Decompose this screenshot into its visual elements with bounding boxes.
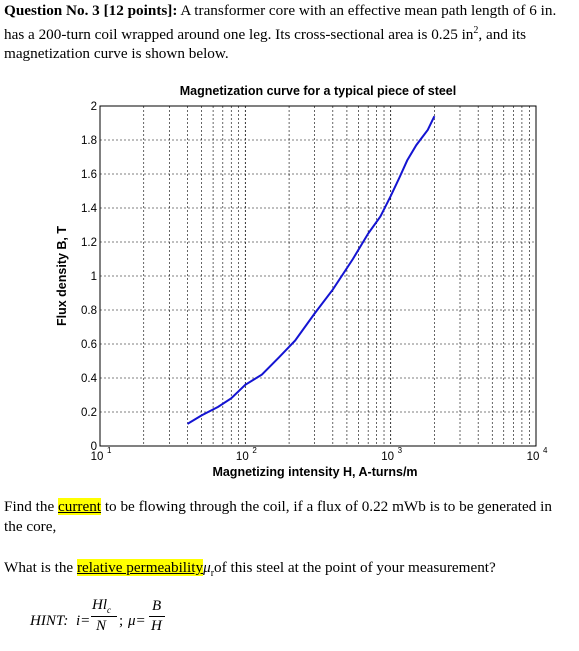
y-tick-label: 0 (91, 441, 97, 453)
y-tick-label: 1.6 (81, 169, 97, 181)
x-tick-label: 10 (527, 451, 540, 463)
highlight-current: current (58, 498, 102, 515)
x-tick-exponent: 1 (107, 446, 112, 455)
hint-denominator-h: H (151, 618, 162, 634)
question-text: A transformer core with an effective mea… (4, 2, 557, 43)
q1-text-start: Find the (4, 498, 59, 515)
y-axis-label: Flux density B, T (55, 226, 69, 326)
q1-text-end: to be flowing through the coil, if a flu… (4, 498, 552, 535)
y-tick-labels: 0 0.2 0.4 0.6 0.8 1 1.2 1.4 1.6 1.8 2 (81, 101, 98, 453)
x-tick-exponent: 2 (252, 446, 257, 455)
x-tick-exponent: 3 (398, 446, 403, 455)
question-current: Find the current to be flowing through t… (4, 497, 572, 537)
y-tick-label: 0.6 (81, 339, 97, 351)
y-tick-label: 0.4 (81, 373, 98, 385)
hint-denominator-n: N (96, 618, 107, 634)
magnetization-curve (186, 115, 436, 425)
chart-grid (100, 106, 536, 446)
y-tick-label: 0.8 (81, 305, 97, 317)
y-tick-label: 1.8 (81, 135, 97, 147)
question-heading: Question No. 3 [12 points]: (4, 2, 178, 19)
hint-num1-sub: c (107, 605, 111, 615)
x-axis-label: Magnetizing intensity H, A-turns/m (212, 465, 417, 479)
q2-text-end: of this steel at the point of your measu… (214, 559, 496, 576)
y-tick-label: 2 (91, 101, 97, 113)
hint-num1-text: Hl (92, 597, 107, 613)
magnetization-chart: Magnetization curve for a typical piece … (55, 84, 548, 479)
x-tick-exponent: 4 (543, 446, 548, 455)
highlight-relative-permeability: relative permeability (76, 559, 204, 576)
hint-separator: ; (119, 613, 124, 629)
hint-label: HINT: (30, 613, 69, 629)
plot-frame (99, 105, 537, 447)
chart-title: Magnetization curve for a typical piece … (180, 84, 456, 98)
hint-numerator-b: B (152, 598, 162, 614)
hint-fraction-bar-1 (91, 616, 117, 617)
y-tick-label: 1.2 (81, 237, 97, 249)
hint-fraction-bar-2 (149, 616, 165, 617)
q2-text-start: What is the (4, 559, 77, 576)
question-text-end: , and its magnetization curve is shown b… (4, 25, 527, 63)
mu-symbol: μ (203, 559, 211, 576)
area-unit-exponent: 2 (473, 24, 479, 36)
y-tick-label: 1.4 (81, 203, 98, 215)
x-tick-label: 10 (91, 451, 104, 463)
hint-numerator-hlc: Hlc (92, 597, 111, 615)
question-permeability: What is the relative permeabilityμrof th… (4, 558, 572, 584)
y-tick-label: 0.2 (81, 407, 97, 419)
x-tick-label: 10 (236, 451, 249, 463)
hint-formula: HINT: i= Hlc N ; μ= B H (30, 597, 230, 648)
x-tick-label: 10 (381, 451, 394, 463)
hint-i-equals: i= (76, 613, 91, 629)
hint-mu-equals: μ= (128, 613, 146, 629)
question-paragraph: Question No. 3 [12 points]: A transforme… (4, 1, 574, 64)
mu-subscript: r (210, 568, 215, 580)
y-tick-label: 1 (91, 271, 97, 283)
